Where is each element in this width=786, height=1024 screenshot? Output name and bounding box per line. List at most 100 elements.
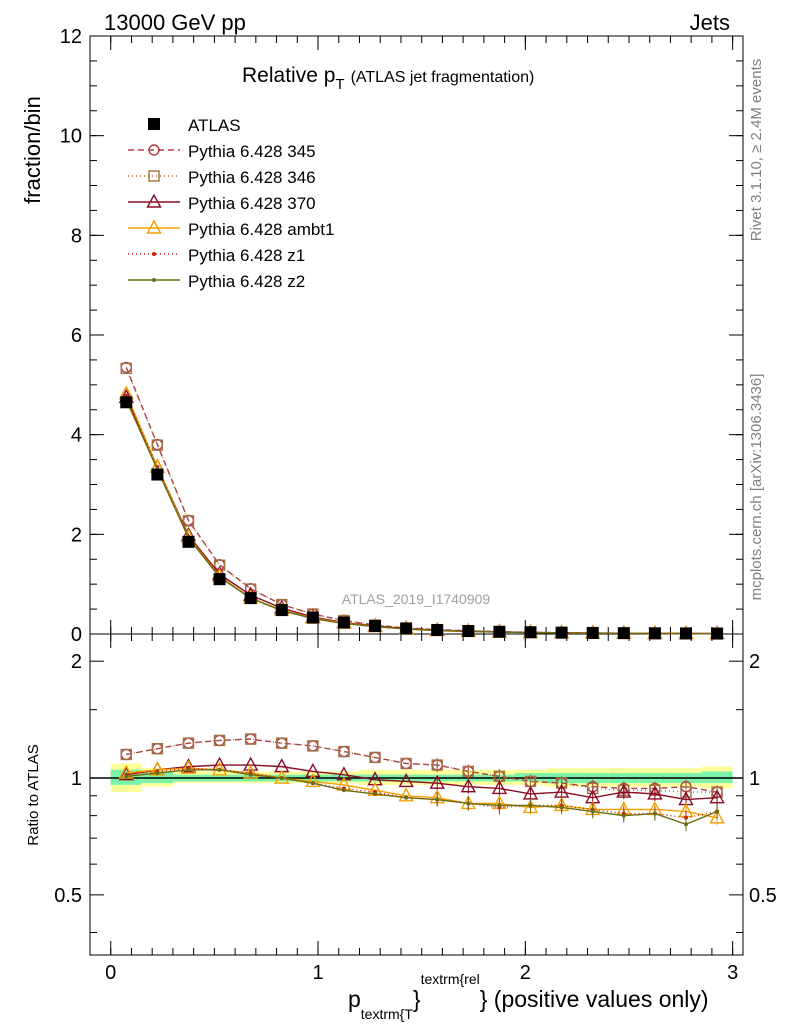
x-tick-label: 3 [727,962,738,984]
ratio-ylabel: Ratio to ATLAS [25,744,42,845]
ratio-series-line [126,764,718,801]
ratio-series-marker [211,761,228,776]
ratio-series-marker [404,795,409,800]
ratio-series-marker [497,803,502,808]
mcplots-label: mcplots.cern.ch [arXiv:1306.3436] [748,374,765,601]
legend-marker [148,118,160,130]
legend-marker [148,170,160,182]
ratio-series-marker [528,803,533,808]
ratio-series-marker [310,781,315,786]
plot-title: Relative pT (ATLAS jet fragmentation) [242,64,534,93]
main-axis-ticks: 0 2 4 6 8 10 12 [60,26,743,646]
header-left: 13000 GeV pp [104,10,246,35]
ratio-y-tick-label: 1 [71,768,82,790]
ratio-series-marker [248,772,253,777]
ratio-series-marker [559,805,564,810]
y-tick-label: 12 [60,26,82,48]
y-tick-label: 6 [71,325,82,347]
ratio-series-line [126,769,718,826]
series-marker [182,515,195,527]
data-point [369,620,382,633]
ratio-y-tick-label: 0.5 [54,885,82,907]
data-point [182,535,195,548]
ratio-series-marker [652,811,657,816]
data-point [524,626,537,639]
main-ylabel: fraction/bin [20,96,45,204]
legend-label: Pythia 6.428 ambt1 [188,220,334,239]
data-point [493,625,506,638]
ratio-series-marker [709,809,725,824]
ratio-series-marker [213,734,226,747]
data-point [120,396,133,409]
ratio-y-tick-label-right: 2 [749,651,760,673]
data-point [617,627,630,640]
ratio-series-marker [398,787,414,802]
ratio-series-marker [400,757,412,770]
legend-marker [146,193,162,208]
ratio-series-marker [242,756,259,771]
ratio-series-marker [336,766,352,781]
y-tick-label: 0 [71,624,82,646]
analysis-watermark: ATLAS_2019_I1740909 [342,591,491,607]
data-point [400,622,413,635]
ratio-series-marker [305,762,321,778]
ratio-series-marker [466,801,471,806]
ratio-series-marker [276,737,288,749]
ratio-series-marker [398,772,414,788]
ratio-series-marker [369,751,381,764]
data-point [462,625,475,638]
ratio-series [118,733,725,832]
ratio-series-marker [647,785,663,800]
y-tick-label: 2 [71,524,82,546]
data-point [586,626,599,639]
ratio-series-marker [305,772,321,788]
ratio-series-marker [341,788,346,793]
data-point [244,592,257,605]
data-point [337,616,350,629]
ratio-series-marker [715,809,720,814]
data-point [648,627,661,640]
y-tick-label: 4 [71,425,82,447]
series-marker [120,362,132,375]
x-tick-label: 1 [312,962,323,984]
x-tick-label: 2 [520,962,531,984]
ratio-series-marker [186,767,191,772]
ratio-series-marker [590,809,595,814]
data-point [711,627,724,640]
data-point [151,468,164,481]
ratio-series-marker [616,783,632,798]
ratio-series-marker [373,791,378,796]
data-point [679,627,692,640]
ratio-y-tick-label-right: 1 [749,768,760,790]
data-point [431,624,444,637]
ratio-series-marker [431,759,443,771]
ratio-series-marker [151,743,164,755]
rivet-label: Rivet 3.1.10, ≥ 2.4M events [748,59,765,242]
y-tick-label: 8 [71,225,82,247]
ratio-series-marker [709,789,725,804]
ratio-series-marker [307,740,319,752]
x-tick-label: 0 [105,962,116,984]
data-point [275,604,288,617]
ratio-series-marker [217,767,222,772]
ratio-series-marker [180,759,197,774]
legend-marker [152,252,156,256]
data-point [555,626,568,639]
ratio-y-tick-label: 2 [71,651,82,673]
ratio-series-marker [242,764,259,779]
ratio-axis-ticks: 0.5 0.5 1 1 2 2 0 1 2 3 [54,634,777,984]
ratio-series-marker [120,748,132,761]
ratio-series-marker [462,765,475,778]
ratio-series-marker [621,813,626,818]
ratio-series-marker [155,771,160,776]
ratio-series-marker [118,766,134,781]
data-point [213,573,226,586]
legend-marker [148,144,160,156]
ratio-series-marker [683,822,688,827]
header-right: Jets [690,10,730,35]
ratio-series-marker [244,733,257,745]
legend-label: Pythia 6.428 345 [188,142,316,161]
ratio-panel-frame [89,633,744,956]
x-axis-label: ptextrm{T}textrm{rel} (positive values o… [348,971,709,1022]
series-marker [151,439,164,451]
